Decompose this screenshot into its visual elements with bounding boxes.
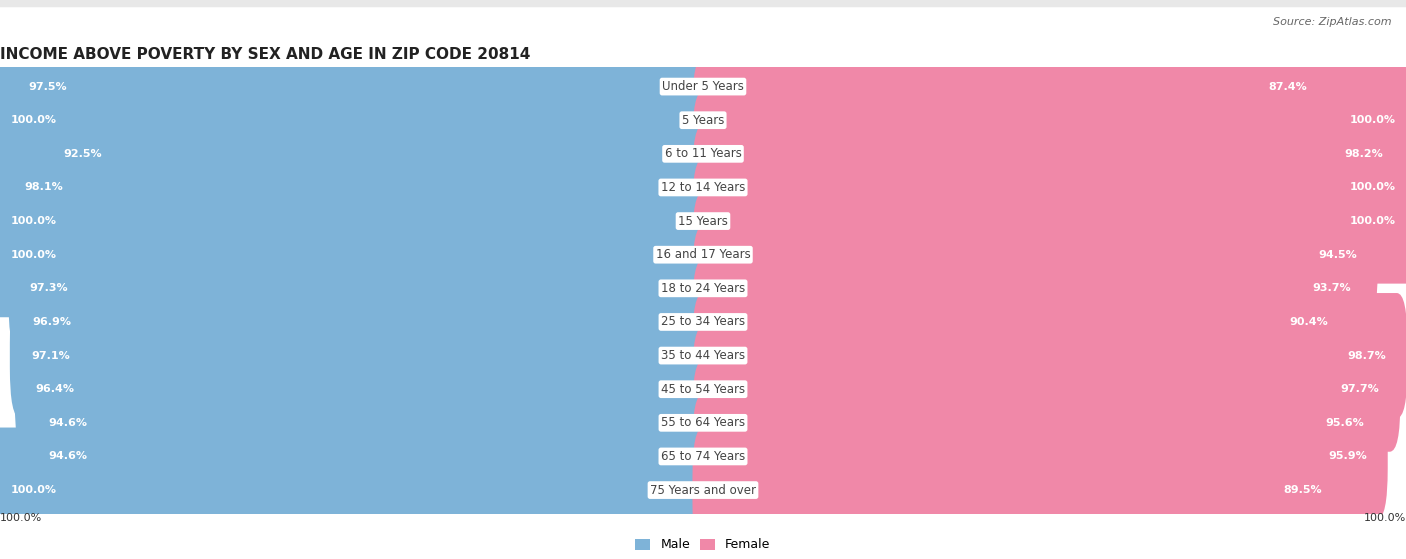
Text: 100.0%: 100.0% (11, 485, 56, 495)
FancyBboxPatch shape (693, 226, 1372, 351)
FancyBboxPatch shape (3, 125, 714, 250)
Text: 100.0%: 100.0% (11, 250, 56, 260)
Text: 95.6%: 95.6% (1326, 418, 1364, 428)
FancyBboxPatch shape (693, 394, 1388, 519)
FancyBboxPatch shape (0, 142, 1406, 300)
FancyBboxPatch shape (0, 58, 714, 183)
FancyBboxPatch shape (8, 226, 714, 351)
Text: 100.0%: 100.0% (1350, 216, 1396, 226)
Legend: Male, Female: Male, Female (636, 538, 770, 551)
Text: 98.1%: 98.1% (24, 182, 63, 192)
FancyBboxPatch shape (7, 24, 714, 149)
FancyBboxPatch shape (0, 243, 1406, 401)
FancyBboxPatch shape (0, 209, 1406, 368)
Text: 100.0%: 100.0% (1350, 115, 1396, 125)
FancyBboxPatch shape (0, 192, 714, 318)
Text: 96.4%: 96.4% (35, 384, 75, 394)
Text: 94.6%: 94.6% (49, 418, 87, 428)
FancyBboxPatch shape (28, 394, 714, 519)
Text: 97.5%: 97.5% (28, 82, 66, 92)
FancyBboxPatch shape (693, 91, 1403, 216)
Text: 94.5%: 94.5% (1317, 250, 1357, 260)
FancyBboxPatch shape (0, 310, 1406, 468)
Text: 94.6%: 94.6% (49, 452, 87, 461)
FancyBboxPatch shape (42, 91, 714, 216)
FancyBboxPatch shape (693, 24, 1329, 149)
FancyBboxPatch shape (0, 108, 1406, 267)
FancyBboxPatch shape (0, 428, 714, 553)
FancyBboxPatch shape (693, 293, 1406, 418)
Text: 98.2%: 98.2% (1344, 149, 1384, 159)
Text: 75 Years and over: 75 Years and over (650, 484, 756, 496)
FancyBboxPatch shape (0, 276, 1406, 435)
Text: 97.1%: 97.1% (31, 350, 70, 361)
FancyBboxPatch shape (28, 361, 714, 485)
Text: 100.0%: 100.0% (11, 115, 56, 125)
FancyBboxPatch shape (693, 192, 1378, 318)
FancyBboxPatch shape (0, 159, 714, 283)
FancyBboxPatch shape (0, 41, 1406, 200)
Text: 65 to 74 Years: 65 to 74 Years (661, 450, 745, 463)
FancyBboxPatch shape (0, 343, 1406, 502)
Text: 35 to 44 Years: 35 to 44 Years (661, 349, 745, 362)
FancyBboxPatch shape (0, 377, 1406, 536)
Text: 100.0%: 100.0% (1364, 513, 1406, 523)
Text: 6 to 11 Years: 6 to 11 Years (665, 148, 741, 160)
FancyBboxPatch shape (693, 125, 1406, 250)
FancyBboxPatch shape (0, 176, 1406, 334)
Text: 16 and 17 Years: 16 and 17 Years (655, 248, 751, 261)
Text: 15 Years: 15 Years (678, 215, 728, 228)
Text: 97.3%: 97.3% (30, 283, 67, 293)
Text: 18 to 24 Years: 18 to 24 Years (661, 282, 745, 295)
FancyBboxPatch shape (693, 428, 1343, 553)
Text: 100.0%: 100.0% (0, 513, 42, 523)
Text: INCOME ABOVE POVERTY BY SEX AND AGE IN ZIP CODE 20814: INCOME ABOVE POVERTY BY SEX AND AGE IN Z… (0, 47, 530, 62)
Text: 98.7%: 98.7% (1347, 350, 1386, 361)
Text: 97.7%: 97.7% (1340, 384, 1379, 394)
Text: 12 to 14 Years: 12 to 14 Years (661, 181, 745, 194)
Text: Under 5 Years: Under 5 Years (662, 80, 744, 93)
FancyBboxPatch shape (11, 259, 714, 385)
Text: 92.5%: 92.5% (63, 149, 101, 159)
FancyBboxPatch shape (0, 411, 1406, 559)
FancyBboxPatch shape (0, 74, 1406, 233)
Text: 93.7%: 93.7% (1313, 283, 1351, 293)
FancyBboxPatch shape (693, 58, 1406, 183)
FancyBboxPatch shape (0, 7, 1406, 166)
Text: 87.4%: 87.4% (1268, 82, 1308, 92)
FancyBboxPatch shape (14, 326, 714, 452)
FancyBboxPatch shape (693, 326, 1400, 452)
Text: 100.0%: 100.0% (1350, 182, 1396, 192)
Text: 89.5%: 89.5% (1284, 485, 1322, 495)
FancyBboxPatch shape (10, 293, 714, 418)
Text: Source: ZipAtlas.com: Source: ZipAtlas.com (1274, 17, 1392, 27)
Text: 5 Years: 5 Years (682, 113, 724, 127)
FancyBboxPatch shape (693, 361, 1386, 485)
Text: 90.4%: 90.4% (1289, 317, 1329, 327)
Text: 25 to 34 Years: 25 to 34 Years (661, 315, 745, 329)
Text: 96.9%: 96.9% (32, 317, 72, 327)
Text: 45 to 54 Years: 45 to 54 Years (661, 383, 745, 396)
FancyBboxPatch shape (693, 159, 1406, 283)
Text: 100.0%: 100.0% (11, 216, 56, 226)
Text: 55 to 64 Years: 55 to 64 Years (661, 416, 745, 429)
FancyBboxPatch shape (693, 259, 1350, 385)
Text: 95.9%: 95.9% (1327, 452, 1367, 461)
